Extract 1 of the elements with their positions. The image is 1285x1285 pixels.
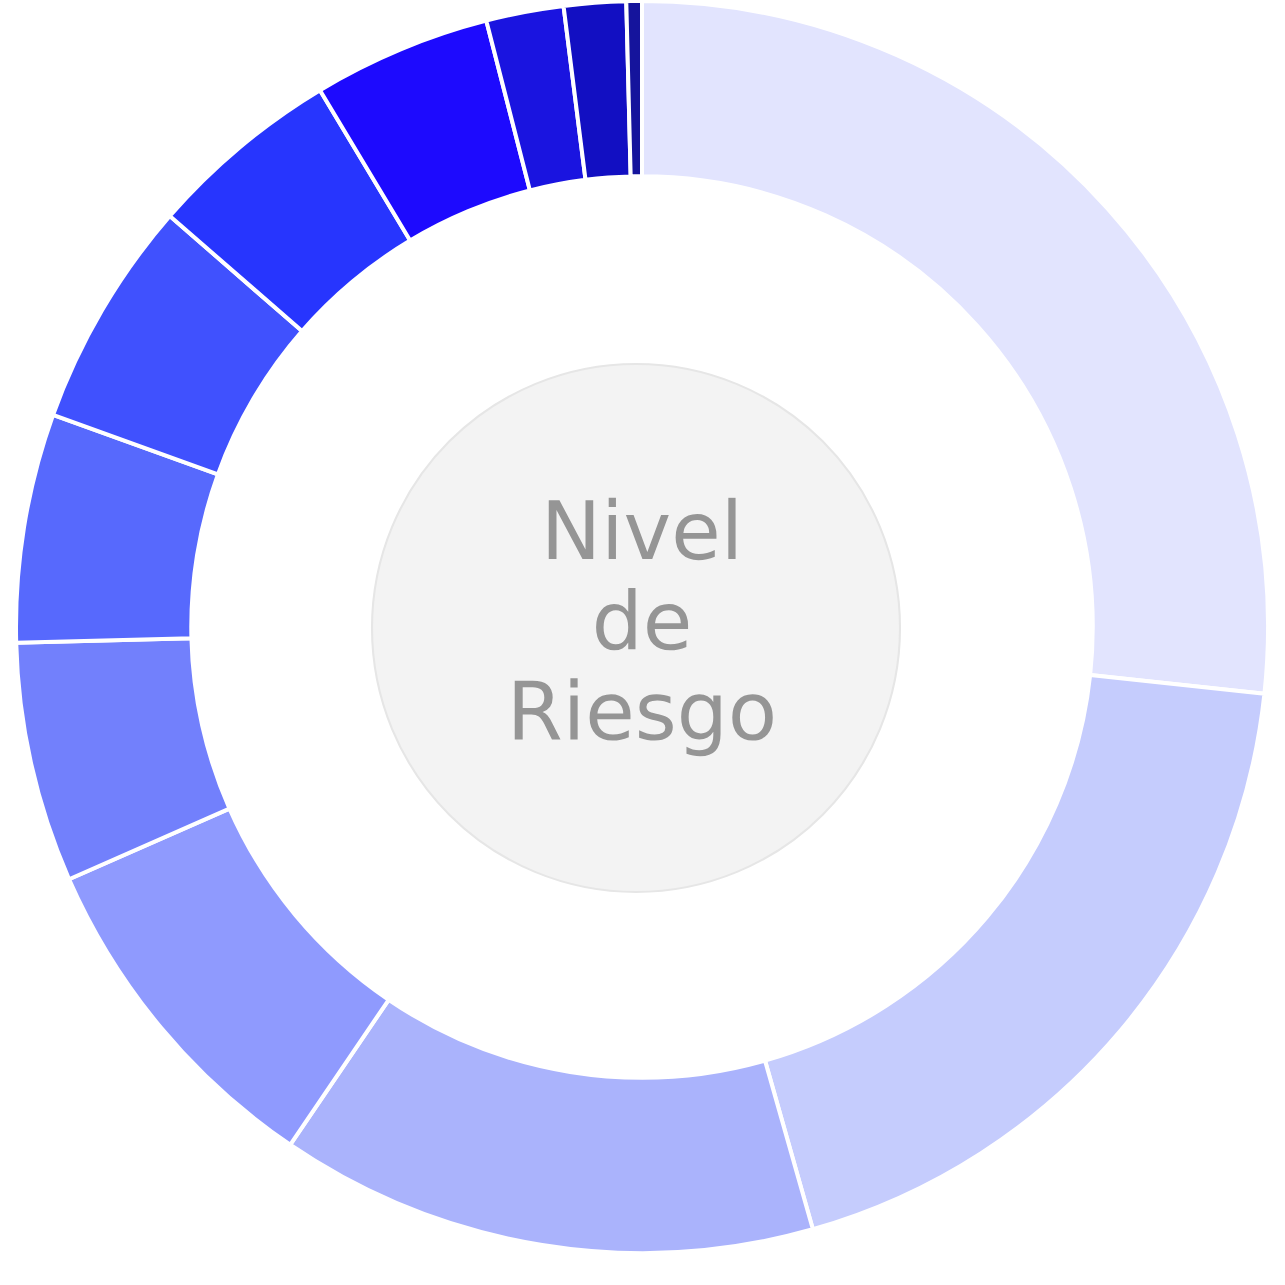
text: Nivel de Riesgo	[514, 497, 773, 757]
